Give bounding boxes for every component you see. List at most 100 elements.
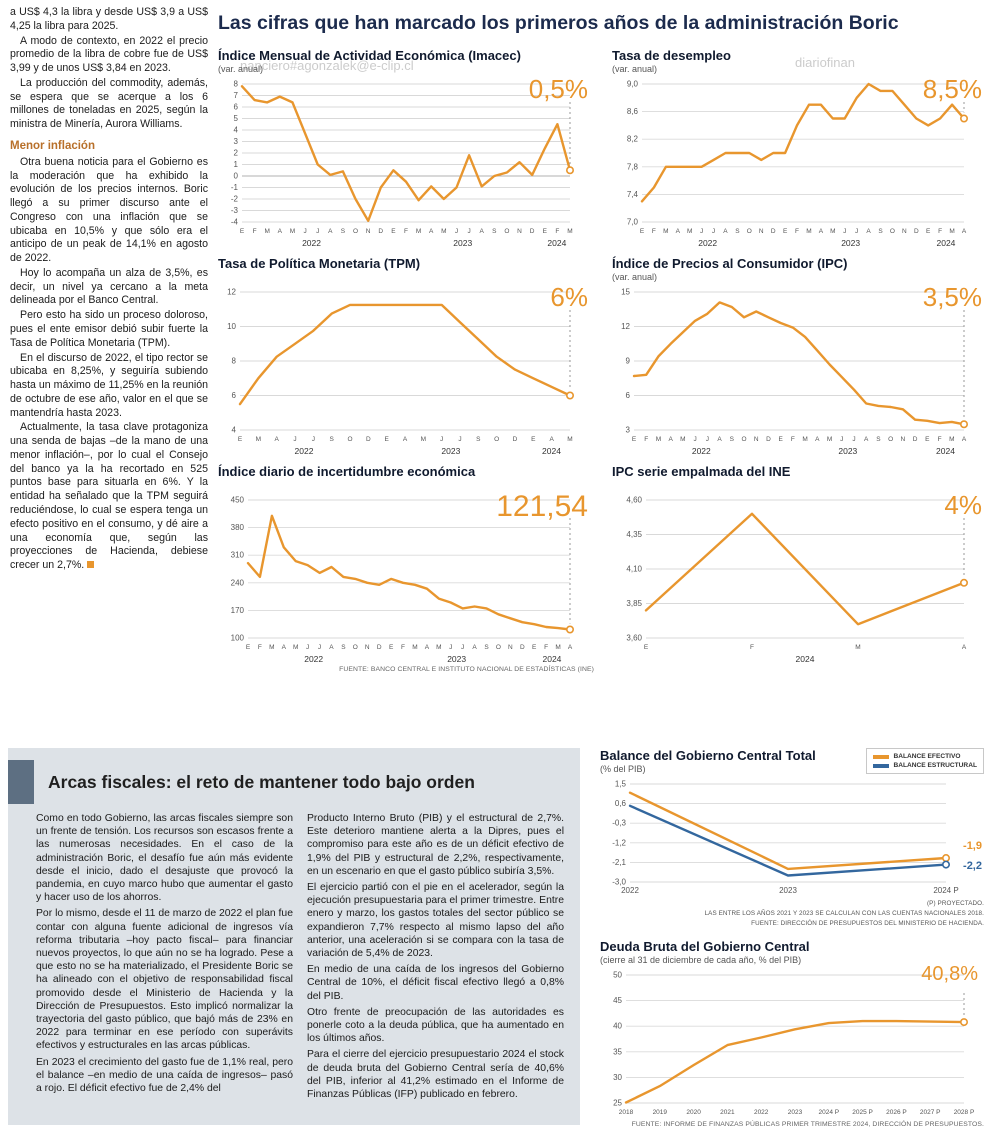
latest-value-label: 3,5% [922, 282, 982, 312]
svg-text:2021: 2021 [720, 1109, 735, 1116]
svg-text:25: 25 [613, 1099, 622, 1108]
svg-text:M: M [293, 644, 298, 651]
svg-text:2026 P: 2026 P [886, 1109, 907, 1116]
chart-plot-area: 4,60 4,35 4,10 3,85 3,60 E F M A 2024 4% [612, 490, 988, 664]
svg-text:J: J [303, 228, 306, 235]
svg-text:F: F [555, 228, 559, 235]
svg-text:N: N [901, 436, 906, 443]
footnote: (P) PROYECTADO. [926, 900, 984, 907]
svg-text:A: A [819, 228, 824, 235]
svg-text:O: O [504, 228, 509, 235]
chart-source: FUENTE: INFORME DE FINANZAS PÚBLICAS PRI… [631, 1121, 984, 1129]
svg-text:A: A [962, 644, 967, 651]
svg-text:O: O [353, 644, 358, 651]
svg-text:240: 240 [231, 578, 245, 587]
svg-text:J: J [467, 228, 470, 235]
svg-text:E: E [543, 228, 548, 235]
fiscal-charts-column: Balance del Gobierno Central Total (% de… [600, 748, 984, 1128]
chart-tpm: Tasa de Política Monetaria (TPM) 12 10 8 6 4… [218, 256, 594, 456]
svg-text:F: F [791, 436, 795, 443]
chart-subtitle: (var. anual) [612, 64, 658, 74]
svg-text:J: J [843, 228, 846, 235]
svg-text:M: M [680, 436, 685, 443]
svg-text:A: A [472, 644, 477, 651]
svg-text:E: E [925, 436, 930, 443]
svg-text:S: S [492, 228, 497, 235]
svg-text:M: M [412, 644, 417, 651]
svg-text:2022: 2022 [754, 1109, 769, 1116]
chart-plot-area: 1,5 0,6 -0,3 -1,2 -2,1 -3,0 2022 2023 2024 P -1,… [600, 776, 984, 898]
svg-text:0: 0 [234, 172, 239, 181]
svg-text:J: J [840, 436, 843, 443]
svg-text:7: 7 [234, 91, 239, 100]
svg-text:2024: 2024 [796, 654, 815, 664]
svg-text:E: E [240, 228, 245, 235]
svg-text:1,5: 1,5 [615, 780, 627, 789]
svg-text:9: 9 [626, 357, 631, 366]
svg-text:6: 6 [232, 391, 237, 400]
svg-text:12: 12 [227, 288, 236, 297]
svg-text:E: E [391, 228, 396, 235]
latest-value-label: 6% [550, 282, 588, 312]
svg-text:N: N [366, 228, 371, 235]
svg-text:J: J [440, 436, 443, 443]
svg-text:M: M [265, 228, 270, 235]
svg-text:M: M [663, 228, 668, 235]
svg-text:-2,1: -2,1 [612, 858, 626, 867]
chart-incertidumbre: Índice diario de incertidumbre económica… [218, 464, 594, 673]
balance-estructural-end-label: -2,2 [963, 860, 982, 872]
legend-swatch-estructural [873, 763, 890, 768]
svg-text:310: 310 [231, 551, 245, 560]
svg-text:4: 4 [232, 426, 237, 435]
svg-text:2024: 2024 [936, 446, 955, 456]
svg-text:N: N [754, 436, 759, 443]
svg-text:O: O [890, 228, 895, 235]
desempleo-line-chart: 9,08,68,27,87,47,0E F M A M J J A S O N D E F M A M J J A S O… [627, 80, 968, 248]
svg-text:M: M [269, 644, 274, 651]
svg-text:2023: 2023 [788, 1109, 803, 1116]
svg-text:A: A [329, 644, 334, 651]
svg-text:F: F [938, 436, 942, 443]
article-paragraph: Hoy lo acompaña un alza de 3,5%, es deci… [10, 266, 208, 307]
svg-text:M: M [567, 436, 572, 443]
svg-text:E: E [384, 436, 389, 443]
svg-text:2027 P: 2027 P [920, 1109, 941, 1116]
svg-text:D: D [377, 644, 382, 651]
svg-text:2022: 2022 [692, 446, 711, 456]
main-headline: Las cifras que han marcado los primeros … [218, 12, 899, 34]
svg-text:6: 6 [234, 103, 239, 112]
svg-text:J: J [461, 644, 464, 651]
fiscal-text-columns: Como en todo Gobierno, las arcas fiscale… [8, 808, 580, 1104]
svg-text:E: E [238, 436, 243, 443]
svg-text:E: E [632, 436, 637, 443]
svg-text:3,85: 3,85 [626, 599, 642, 608]
svg-text:2023: 2023 [838, 446, 857, 456]
svg-text:J: J [312, 436, 315, 443]
article-subhead: Menor inflación [10, 139, 95, 152]
svg-text:F: F [544, 644, 548, 651]
svg-text:10: 10 [227, 322, 236, 331]
chart-title: Índice de Precios al Consumidor (IPC) [612, 256, 848, 271]
svg-text:12: 12 [621, 322, 630, 331]
svg-text:J: J [712, 228, 715, 235]
svg-text:J: J [293, 436, 296, 443]
article-end-mark [87, 561, 95, 569]
fiscal-paragraph: El ejercicio partió con el pie en el ace… [307, 882, 564, 960]
svg-text:A: A [549, 436, 554, 443]
svg-text:E: E [783, 228, 788, 235]
svg-text:A: A [328, 228, 333, 235]
svg-text:M: M [656, 436, 661, 443]
article-paragraph: La producción del commodity, además, se … [10, 76, 208, 131]
svg-text:2024: 2024 [542, 446, 561, 456]
article-paragraph: A modo de contexto, en 2022 el precio pr… [10, 34, 208, 75]
svg-text:M: M [949, 228, 954, 235]
svg-text:E: E [644, 644, 649, 651]
fiscal-paragraph: Producto Interno Bruto (PIB) y el estruc… [307, 813, 564, 877]
headline-accent-bar [8, 760, 34, 804]
svg-text:O: O [888, 436, 893, 443]
svg-text:D: D [366, 436, 371, 443]
latest-value-label: 4% [944, 490, 982, 520]
svg-text:2024: 2024 [543, 654, 562, 664]
